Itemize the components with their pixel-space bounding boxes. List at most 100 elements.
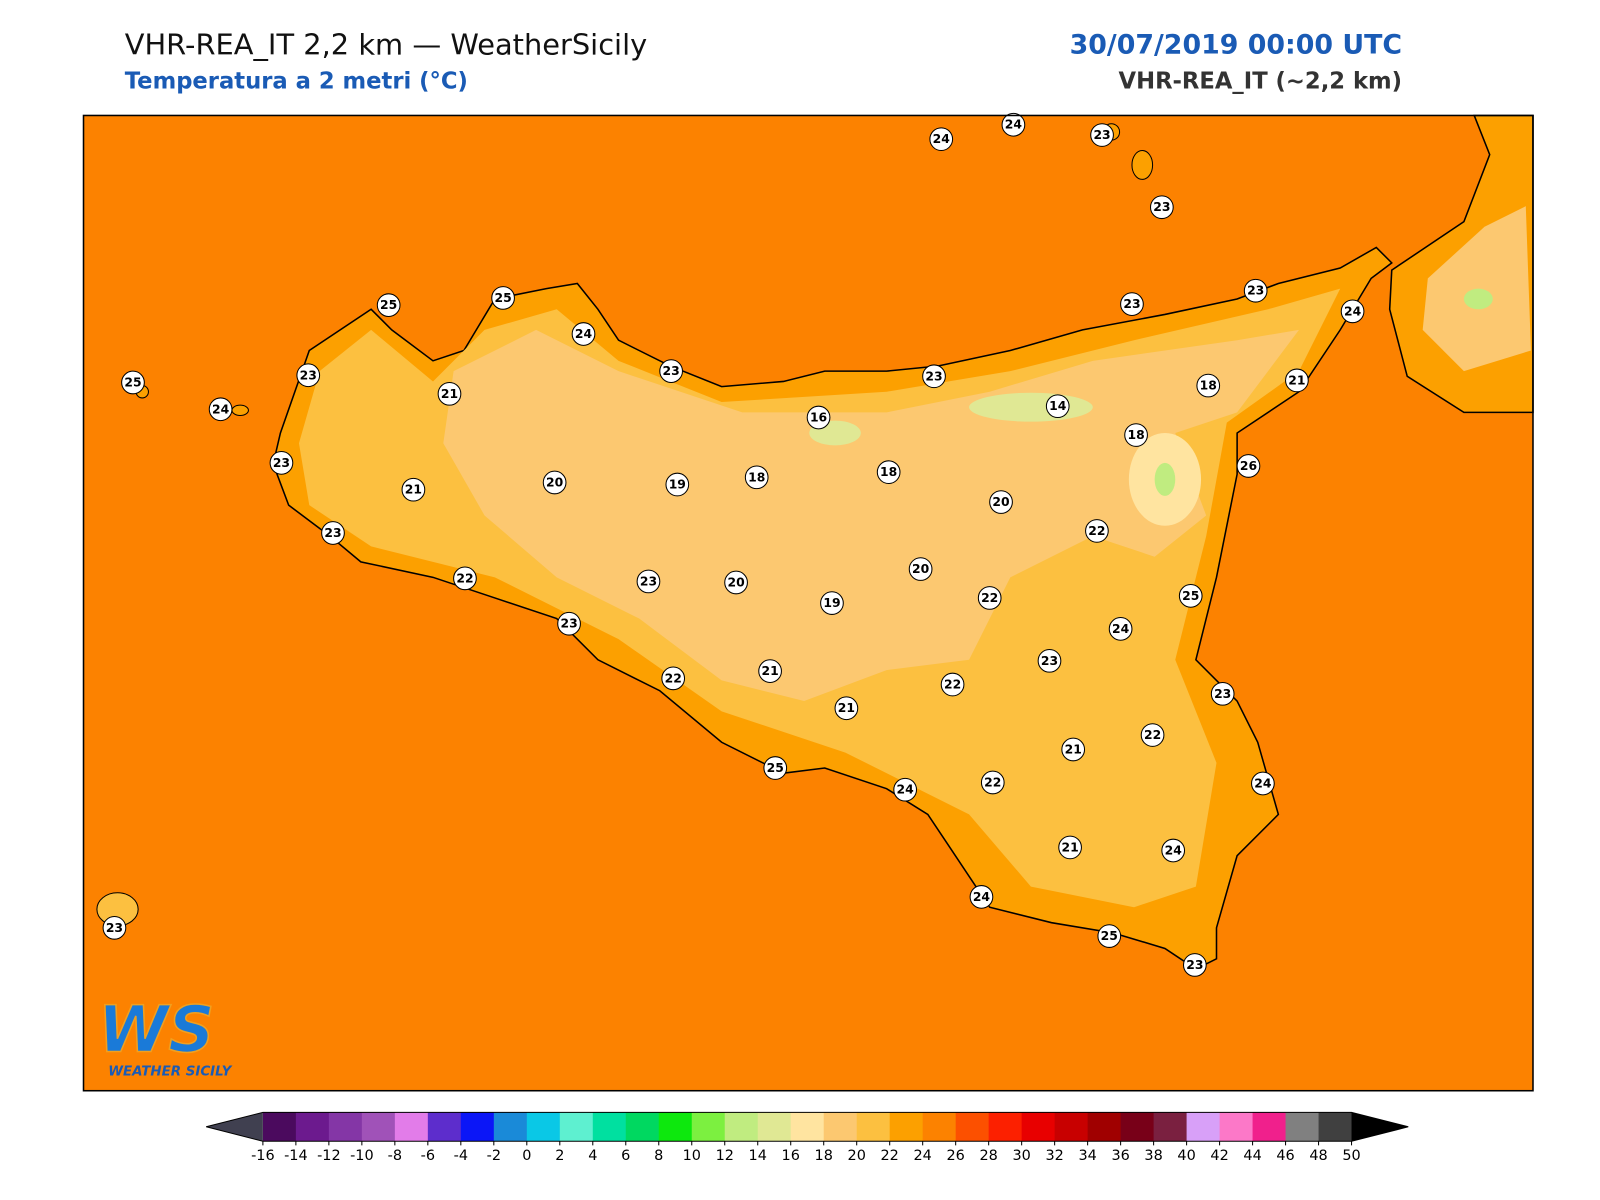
station-marker [437, 381, 462, 406]
logo-text: WEATHER SICILY [108, 1064, 232, 1079]
colorbar-tick-label: 46 [1276, 1148, 1294, 1164]
station: 22 [1140, 723, 1165, 747]
station: 23 [1182, 953, 1207, 977]
station-marker [208, 397, 233, 422]
station-value: 25 [494, 291, 511, 305]
colorbar-bin [922, 1112, 957, 1142]
sicily-cool [443, 329, 1299, 702]
colorbar-bin [526, 1112, 561, 1142]
station-marker [1178, 584, 1203, 608]
station-marker [940, 672, 965, 697]
station-value: 25 [1101, 929, 1118, 943]
station: 23 [1210, 681, 1235, 706]
station-marker [1108, 617, 1133, 641]
station-value: 24 [1344, 304, 1362, 318]
station: 23 [659, 359, 683, 383]
station-value: 21 [1065, 742, 1082, 756]
map-frame [82, 114, 1534, 1092]
station: 25 [763, 756, 788, 780]
station-value: 20 [727, 575, 745, 589]
colorbar-bin [790, 1112, 825, 1142]
station: 21 [834, 696, 859, 721]
station-value: 21 [1062, 840, 1079, 854]
station-value: 18 [748, 470, 765, 484]
station-value: 24 [1165, 844, 1183, 858]
station-marker [758, 659, 782, 683]
station: 22 [940, 672, 965, 697]
station: 24 [893, 777, 918, 802]
station: 24 [1108, 617, 1133, 641]
colorbar-tick-label: 50 [1342, 1148, 1360, 1164]
station: 18 [876, 460, 901, 485]
colorbar-tick-label: 40 [1177, 1148, 1195, 1164]
station-value: 22 [665, 671, 682, 685]
colorbar-tick-label: 16 [782, 1148, 800, 1164]
station-value: 21 [441, 387, 458, 401]
colorbar-bin [361, 1112, 396, 1142]
station-marker [665, 472, 690, 497]
station-marker [744, 465, 769, 490]
colorbar-bin [1153, 1112, 1188, 1142]
colorbar-tick-label: 2 [555, 1148, 564, 1164]
station: 20 [989, 490, 1013, 514]
station-value: 23 [1041, 654, 1058, 668]
station: 24 [1161, 838, 1186, 863]
station: 22 [977, 586, 1002, 610]
station: 25 [121, 370, 145, 395]
colorbar-bin [460, 1112, 495, 1142]
colorbar-tick-label: 4 [588, 1148, 597, 1164]
station-value: 23 [106, 921, 123, 935]
station-marker [834, 696, 859, 721]
colorbar-tick-label: 14 [749, 1148, 767, 1164]
station-value: 25 [767, 761, 784, 775]
station-marker [571, 322, 596, 346]
station: 22 [453, 566, 477, 591]
station: 20 [908, 557, 933, 581]
station-marker [977, 586, 1002, 610]
station: 21 [437, 381, 462, 406]
colorbar-bin [394, 1112, 429, 1142]
station-value: 21 [1288, 373, 1305, 387]
colorbar-bin [757, 1112, 792, 1142]
colorbar-bin [658, 1112, 693, 1142]
colorbar-tick-label: 10 [683, 1148, 701, 1164]
station-marker [1243, 278, 1268, 303]
colorbar-tick-label: 44 [1243, 1148, 1261, 1164]
logo-mark: WS [98, 994, 215, 1068]
colorbar-bin [856, 1112, 891, 1142]
colorbar-bin [1318, 1112, 1353, 1142]
station: 23 [1150, 195, 1174, 220]
station-value: 23 [273, 456, 290, 470]
station-marker [1340, 299, 1365, 324]
colorbar: -16 -14 -12 -10 -8 -6 -4 -2 0 2 4 6 8 10 12 14 16 18 20 22 2… [206, 1111, 1409, 1164]
colorbar-tick-label: 28 [979, 1148, 997, 1164]
colorbar-tick-label: 8 [654, 1148, 663, 1164]
station-marker [121, 370, 145, 395]
colorbar-tick-label: 30 [1012, 1148, 1030, 1164]
colorbar-tick-label: -12 [317, 1148, 341, 1164]
colorbar-tick-label: -8 [388, 1148, 402, 1164]
etna-top [1154, 462, 1176, 496]
station-marker [453, 566, 477, 591]
colorbar-tick-label: 12 [716, 1148, 734, 1164]
station-value: 25 [380, 298, 397, 312]
colorbar-bin [1252, 1112, 1287, 1142]
calabria-inner [1422, 206, 1531, 372]
station-value: 21 [405, 483, 422, 497]
station-value: 19 [823, 596, 840, 610]
station-marker [1097, 924, 1122, 948]
station-value: 22 [984, 775, 1001, 789]
station-value: 16 [810, 411, 827, 425]
station-marker [542, 470, 567, 495]
station: 24 [1251, 771, 1275, 796]
station: 18 [1124, 423, 1148, 447]
station: 16 [806, 405, 831, 430]
title: VHR-REA_IT 2,2 km — WeatherSicily [125, 28, 647, 62]
station: 21 [401, 477, 426, 502]
colorbar-bin [625, 1112, 660, 1142]
station-marker [321, 521, 345, 545]
colorbar-tick-label: 32 [1045, 1148, 1063, 1164]
colorbar-bin [1021, 1112, 1056, 1142]
station-value: 23 [640, 574, 657, 588]
